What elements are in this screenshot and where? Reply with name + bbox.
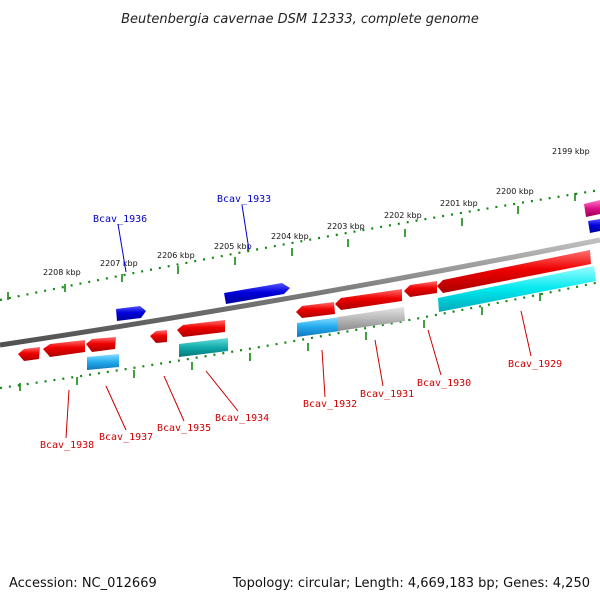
label-bcav-1936[interactable]: Bcav_1936 xyxy=(93,214,147,225)
label-bcav-1933[interactable]: Bcav_1933 xyxy=(217,194,271,205)
kbp-label-2207: 2207 kbp xyxy=(100,259,138,268)
inner-features xyxy=(87,266,596,370)
label-bcav-1938[interactable]: Bcav_1938 xyxy=(40,440,94,451)
kbp-label-2206: 2206 kbp xyxy=(157,251,195,260)
gene-bcav-1935[interactable] xyxy=(150,330,167,343)
label-bcav-1932[interactable]: Bcav_1932 xyxy=(303,399,357,410)
feature-1934-teal[interactable] xyxy=(179,338,228,357)
gene-bcav-1930[interactable] xyxy=(404,281,437,297)
reverse-genes xyxy=(18,250,591,361)
gene-bcav-1933[interactable] xyxy=(224,283,290,304)
kbp-label-2202: 2202 kbp xyxy=(384,211,422,220)
gene-bcav-1937[interactable] xyxy=(43,340,85,357)
gene-bcav-1936[interactable] xyxy=(116,306,146,321)
inner-scale-track xyxy=(0,280,600,391)
accession-text: Accession: NC_012669 xyxy=(9,576,157,591)
gene-labels: Bcav_1936 Bcav_1933 Bcav_1938 Bcav_1937 … xyxy=(40,194,562,451)
label-bcav-1929[interactable]: Bcav_1929 xyxy=(508,359,562,370)
label-bcav-1937[interactable]: Bcav_1937 xyxy=(99,432,153,443)
kbp-label-2205: 2205 kbp xyxy=(214,242,252,251)
map-title: Beutenbergia cavernae DSM 12333, complet… xyxy=(121,12,479,27)
feature-1937-sky[interactable] xyxy=(87,354,119,370)
gene-edge-pink[interactable] xyxy=(584,200,600,217)
gene-bcav-1932[interactable] xyxy=(296,302,335,318)
gene-bcav-1929[interactable] xyxy=(437,250,591,293)
gene-bcav-1937b[interactable] xyxy=(86,337,116,352)
gene-bcav-1931[interactable] xyxy=(335,289,402,310)
outer-scale-track xyxy=(0,188,600,302)
genome-stats-text: Topology: circular; Length: 4,669,183 bp… xyxy=(232,576,590,591)
kbp-label-2204: 2204 kbp xyxy=(271,232,309,241)
label-bcav-1935[interactable]: Bcav_1935 xyxy=(157,423,211,434)
label-bcav-1931[interactable]: Bcav_1931 xyxy=(360,389,414,400)
kbp-label-2200: 2200 kbp xyxy=(496,187,534,196)
genome-backbone xyxy=(0,237,600,348)
label-bcav-1934[interactable]: Bcav_1934 xyxy=(215,413,269,424)
kbp-labels: 2208 kbp 2207 kbp 2206 kbp 2205 kbp 2204… xyxy=(43,147,590,277)
kbp-label-2201: 2201 kbp xyxy=(440,199,478,208)
feature-1931-gray[interactable] xyxy=(338,307,405,331)
gene-edge-blue[interactable] xyxy=(588,219,600,233)
forward-genes xyxy=(116,200,600,321)
label-leaders xyxy=(65,204,532,439)
gene-bcav-1934[interactable] xyxy=(177,320,225,337)
kbp-label-2203: 2203 kbp xyxy=(327,222,365,231)
gene-bcav-1938[interactable] xyxy=(18,347,40,361)
kbp-label-2199: 2199 kbp xyxy=(552,147,590,156)
feature-1929-cyan[interactable] xyxy=(438,266,596,312)
kbp-label-2208: 2208 kbp xyxy=(43,268,81,277)
feature-1932-sky[interactable] xyxy=(297,317,340,337)
label-bcav-1930[interactable]: Bcav_1930 xyxy=(417,378,471,389)
